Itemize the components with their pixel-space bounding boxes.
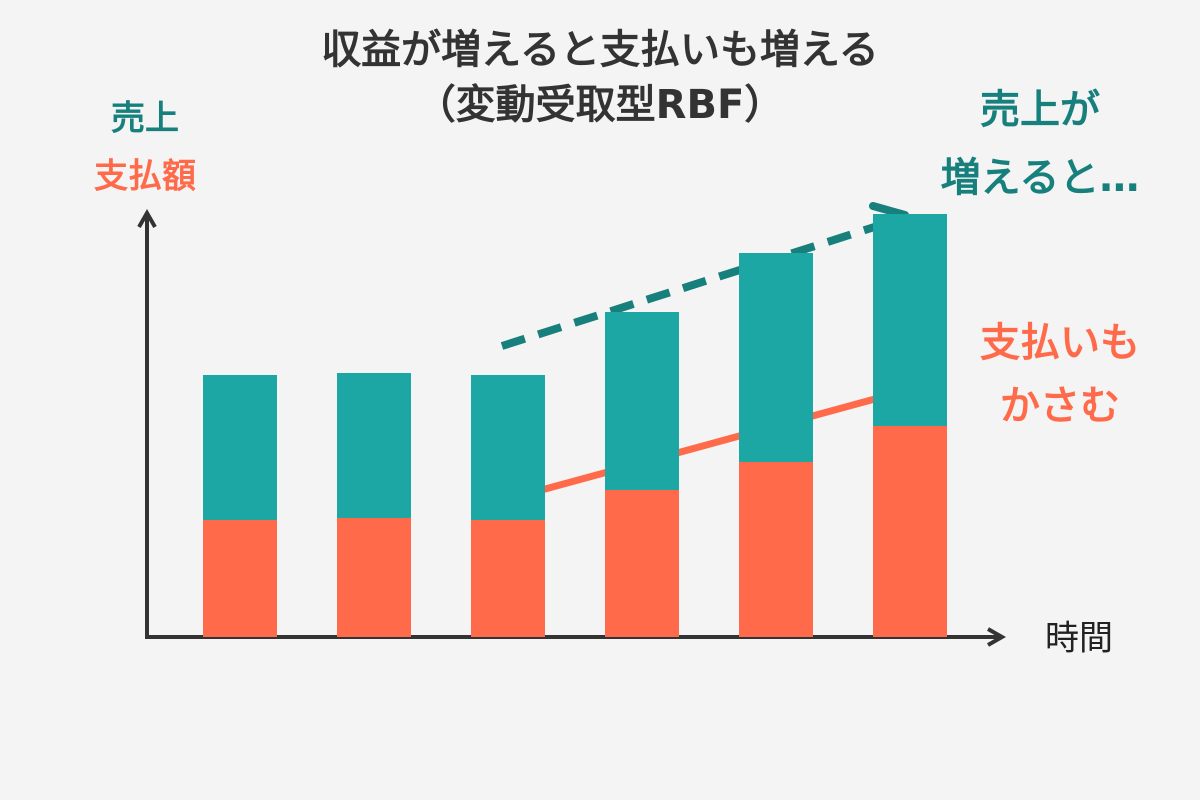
bar-segment	[605, 312, 679, 490]
bar-segment	[605, 490, 679, 637]
bar-segment	[739, 253, 813, 462]
bar-segment	[337, 518, 411, 637]
bar-segment	[873, 214, 947, 426]
axes	[137, 208, 1007, 647]
bar-segment	[471, 375, 545, 520]
bar-segment	[337, 373, 411, 518]
payment-trend-arrow	[501, 384, 919, 504]
y-axis-label: 売上	[111, 99, 179, 139]
chart-subtitle: （変動受取型RBF）	[416, 82, 785, 128]
bar-segment	[739, 462, 813, 637]
chart-title: 収益が増えると支払いも増える	[321, 27, 879, 73]
y-axis-label: 支払額	[94, 157, 196, 197]
annotation: かさむ	[1000, 383, 1120, 429]
trend-arrows	[500, 202, 926, 504]
y-axis-arrow	[137, 208, 157, 228]
x-axis-label: 時間	[1045, 619, 1113, 659]
annotation: 売上が	[980, 87, 1100, 133]
bar-segment	[471, 520, 545, 637]
bar-segment	[203, 375, 277, 520]
bar-segment	[873, 426, 947, 637]
annotation: 増えると…	[941, 155, 1140, 201]
sales-trend-arrow	[500, 218, 892, 350]
x-axis-arrow	[987, 627, 1007, 647]
annotation: 支払いも	[980, 320, 1140, 366]
bar-segment	[203, 520, 277, 637]
